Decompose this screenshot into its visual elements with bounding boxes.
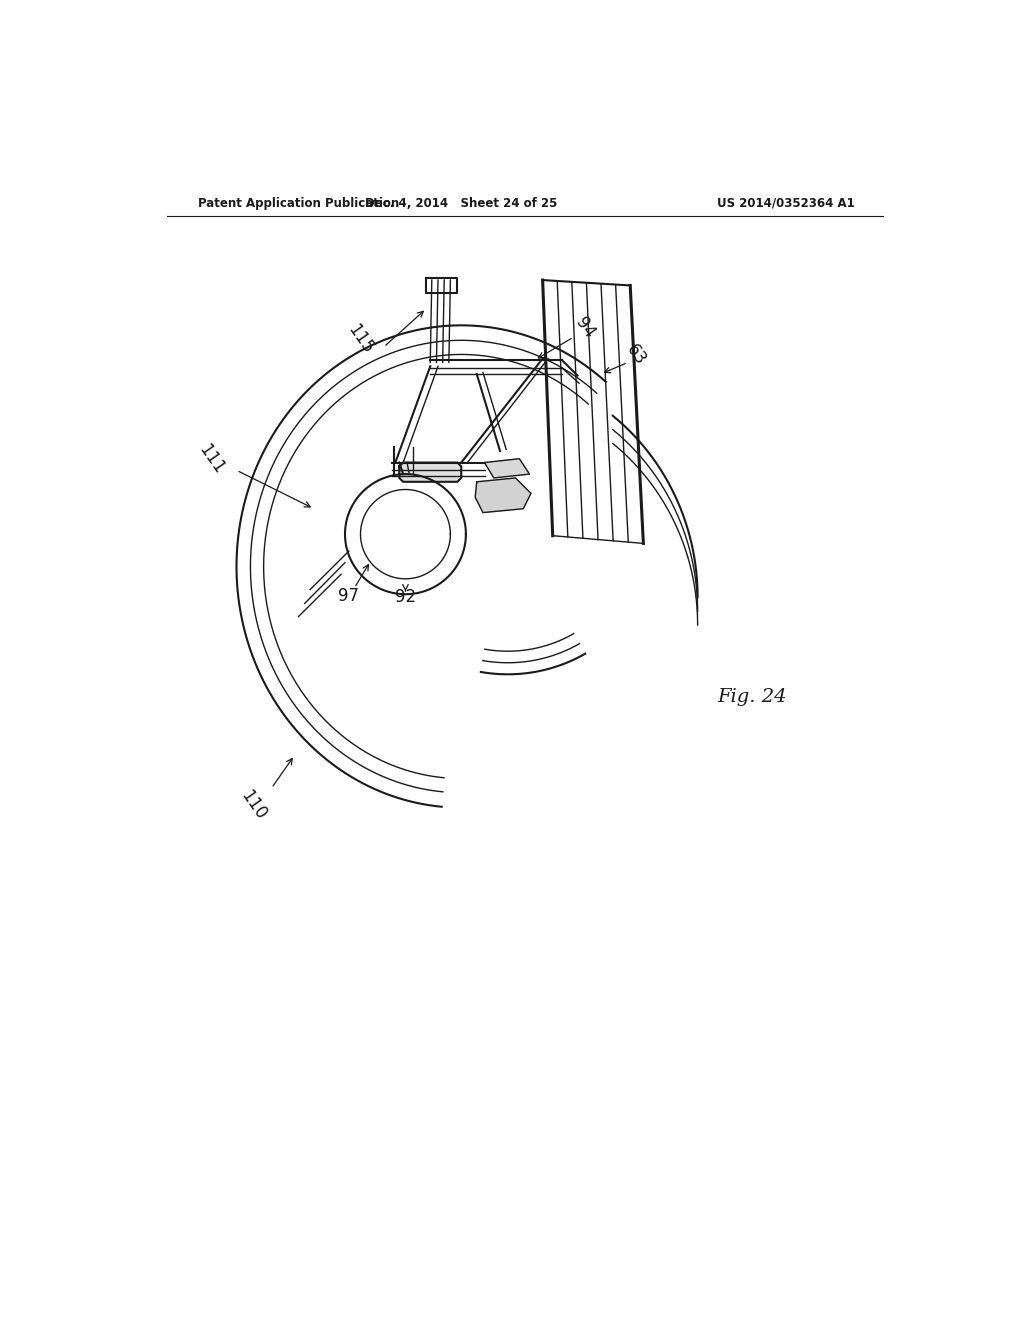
Text: 94: 94 <box>571 314 599 342</box>
Text: 92: 92 <box>395 589 416 606</box>
Polygon shape <box>484 459 529 478</box>
Text: 115: 115 <box>344 321 377 358</box>
Polygon shape <box>399 462 461 482</box>
Text: Patent Application Publication: Patent Application Publication <box>198 197 399 210</box>
Text: 111: 111 <box>196 441 228 477</box>
Text: 110: 110 <box>238 787 270 824</box>
Polygon shape <box>475 478 531 512</box>
Text: US 2014/0352364 A1: US 2014/0352364 A1 <box>717 197 855 210</box>
Text: Fig. 24: Fig. 24 <box>717 689 786 706</box>
Text: Dec. 4, 2014   Sheet 24 of 25: Dec. 4, 2014 Sheet 24 of 25 <box>366 197 557 210</box>
Text: 63: 63 <box>623 341 649 368</box>
Text: 97: 97 <box>338 587 359 605</box>
